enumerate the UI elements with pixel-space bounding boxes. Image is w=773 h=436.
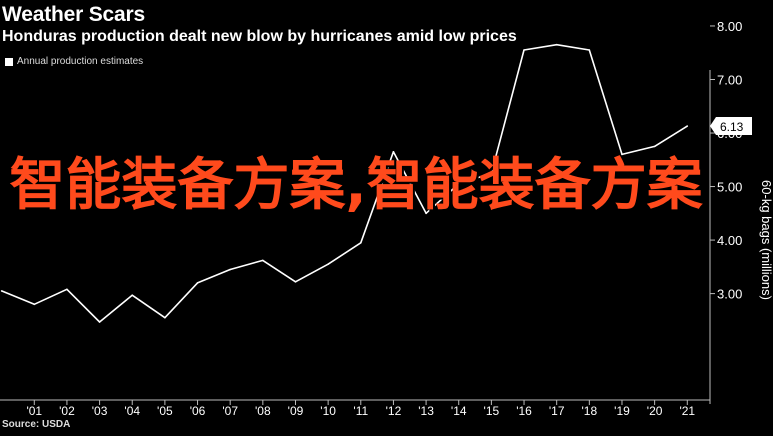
data-point xyxy=(653,145,656,148)
data-point xyxy=(66,288,68,291)
chart-subtitle: Honduras production dealt new blow by hu… xyxy=(2,28,517,45)
data-point xyxy=(588,49,591,51)
y-tick-label: 7.00 xyxy=(717,72,742,87)
data-point xyxy=(425,212,427,215)
last-value-label: 6.13 xyxy=(720,120,744,134)
data-point xyxy=(686,125,689,127)
data-point xyxy=(98,321,101,323)
x-tick-label: '17 xyxy=(549,404,565,418)
x-tick-label: '19 xyxy=(614,404,630,418)
y-tick-label: 8.00 xyxy=(717,19,742,34)
y-tick-label: 3.00 xyxy=(717,287,742,302)
data-point xyxy=(327,263,329,265)
x-tick-label: '07 xyxy=(222,404,238,418)
data-point xyxy=(457,183,460,185)
x-tick-label: '13 xyxy=(418,404,434,418)
data-point xyxy=(164,316,166,319)
x-tick-label: '18 xyxy=(582,404,598,418)
x-tick-label: '03 xyxy=(92,404,108,418)
chart-title: Weather Scars xyxy=(2,3,145,26)
x-tick-label: '02 xyxy=(59,404,75,418)
x-tick-label: '06 xyxy=(190,404,206,418)
data-point xyxy=(523,49,525,51)
data-point xyxy=(131,294,134,297)
data-point xyxy=(392,150,395,153)
x-tick-label: '20 xyxy=(647,404,663,418)
data-point xyxy=(196,282,199,284)
x-tick-label: '04 xyxy=(124,404,140,418)
x-tick-label: '11 xyxy=(353,404,368,418)
data-point xyxy=(555,43,558,46)
legend: Annual production estimates xyxy=(5,56,143,67)
legend-label: Annual production estimates xyxy=(17,56,144,67)
x-tick-label: '09 xyxy=(288,404,304,418)
x-tick-label: '08 xyxy=(255,404,271,418)
data-point xyxy=(262,259,264,262)
data-point xyxy=(359,241,362,244)
data-point xyxy=(621,153,623,156)
x-tick-label: '21 xyxy=(679,404,695,418)
y-tick-label: 4.00 xyxy=(717,233,742,248)
data-point xyxy=(490,172,493,174)
x-tick-label: '01 xyxy=(26,404,42,418)
legend-swatch xyxy=(5,57,13,66)
x-tick-label: '14 xyxy=(451,404,467,418)
series-line xyxy=(1,43,688,323)
data-point xyxy=(294,281,297,283)
x-tick-label: '10 xyxy=(320,404,336,418)
last-value-callout xyxy=(710,117,752,136)
x-tick-label: '05 xyxy=(157,404,173,418)
x-tick-label: '15 xyxy=(484,404,500,418)
data-point xyxy=(0,290,3,292)
y-tick-label: 5.00 xyxy=(717,180,742,195)
data-point xyxy=(229,268,231,271)
x-tick-label: '12 xyxy=(386,404,402,418)
x-tick-label: '16 xyxy=(516,404,532,418)
y-axis-label: 60-kg bags (millions) xyxy=(759,180,773,300)
source-note: Source: USDA xyxy=(2,419,71,430)
watermark-overlay-text: 智能装备方案,智能装备方案 xyxy=(9,153,703,218)
data-point xyxy=(33,303,36,306)
